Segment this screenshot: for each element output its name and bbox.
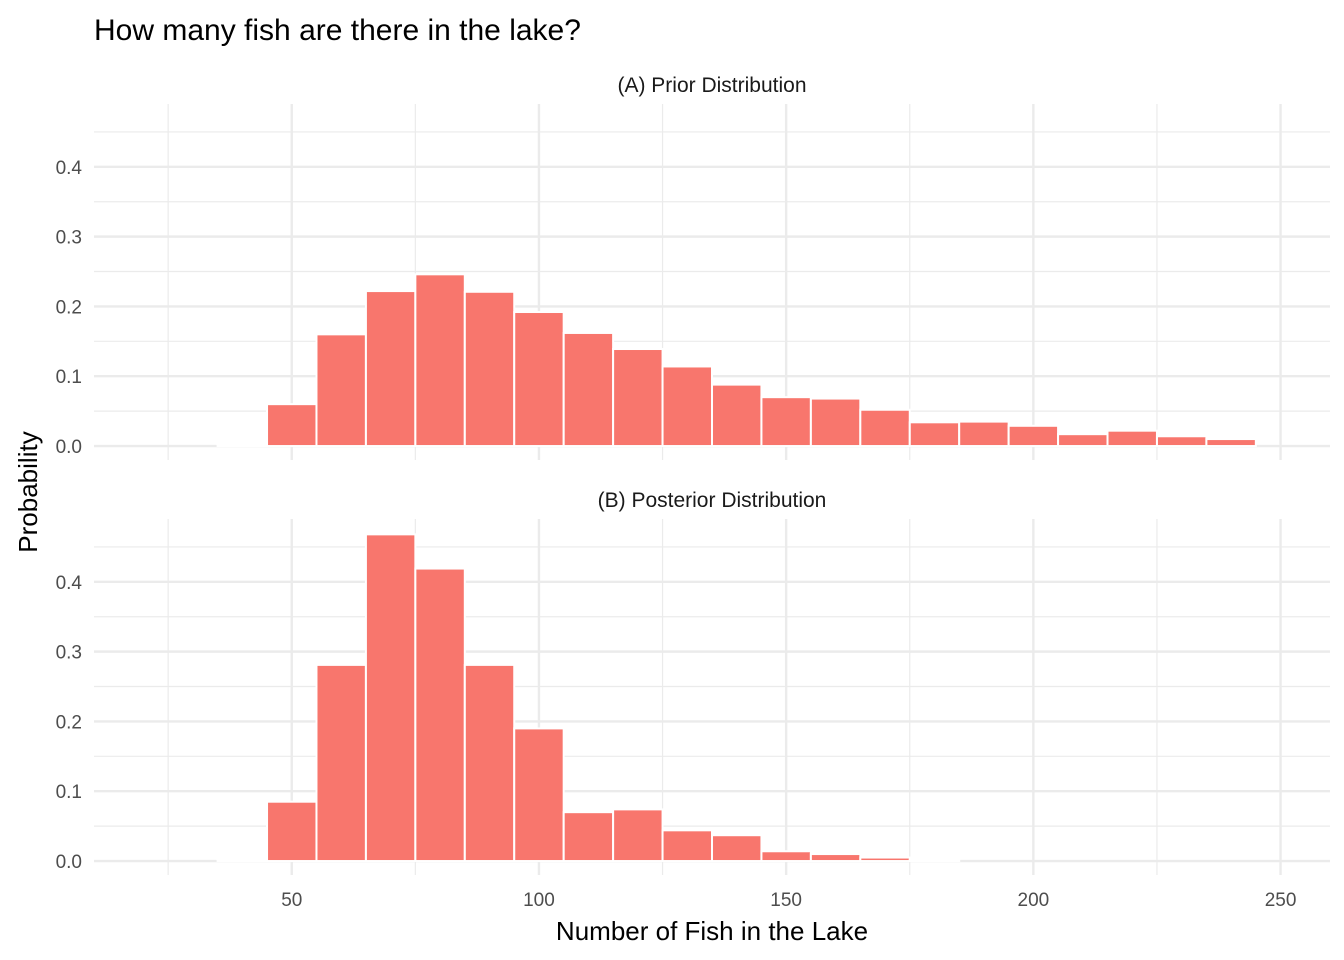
bar-prior-60 (315, 333, 367, 448)
bar-prior-200 (1007, 424, 1060, 448)
bar-prior-180 (908, 421, 961, 448)
y-tick-label-prior: 0.2 (56, 297, 82, 318)
panel-title-prior: (A) Prior Distribution (617, 74, 806, 97)
x-tick-label: 200 (1018, 890, 1050, 911)
y-tick-label-posterior: 0.0 (56, 852, 82, 873)
bar-posterior-160 (809, 853, 862, 863)
y-tick-label-posterior: 0.2 (56, 712, 82, 733)
bar-prior-230 (1155, 435, 1208, 448)
bar-posterior-50 (266, 800, 318, 863)
bar-prior-120 (612, 348, 664, 448)
bar-prior-100 (513, 311, 565, 448)
bar-posterior-130 (661, 829, 713, 863)
bars-posterior (216, 533, 961, 863)
y-tick-label-prior: 0.4 (56, 158, 83, 179)
bar-posterior-90 (463, 663, 516, 863)
bar-prior-110 (562, 331, 615, 448)
bar-posterior-60 (315, 663, 367, 863)
bar-posterior-80 (414, 567, 466, 863)
y-tick-labels-posterior: 0.0 0.1 0.2 0.3 0.4 (56, 573, 83, 873)
bars-prior (216, 273, 1257, 448)
y-tick-label-prior: 0.0 (56, 437, 82, 458)
bar-prior-80 (414, 273, 466, 448)
bar-posterior-180 (908, 859, 961, 863)
panel-prior: (A) Prior Distribution 0.0 0.1 0.2 0.3 0.4 (56, 74, 1330, 460)
x-axis-title: Number of Fish in the Lake (556, 916, 868, 946)
bar-prior-220 (1106, 429, 1158, 448)
bar-prior-40 (216, 443, 269, 448)
bar-posterior-170 (859, 856, 911, 863)
bar-posterior-140 (711, 834, 763, 863)
x-tick-label: 100 (523, 890, 555, 911)
y-tick-label-posterior: 0.1 (56, 782, 82, 803)
bar-prior-140 (711, 383, 763, 448)
bar-prior-240 (1205, 438, 1257, 448)
bar-posterior-120 (612, 808, 664, 863)
bar-prior-160 (809, 397, 862, 448)
chart-title: How many fish are there in the lake? (94, 14, 581, 47)
bar-prior-210 (1057, 433, 1109, 448)
x-tick-labels: 50 100 150 200 250 (281, 890, 1296, 911)
y-axis-title: Probability (13, 431, 43, 552)
bar-posterior-150 (760, 850, 812, 863)
bar-prior-190 (958, 420, 1010, 448)
y-tick-label-prior: 0.3 (56, 228, 82, 249)
bar-prior-150 (760, 396, 812, 448)
y-tick-labels-prior: 0.0 0.1 0.2 0.3 0.4 (56, 158, 83, 458)
bar-posterior-70 (364, 533, 417, 863)
x-tick-label: 150 (770, 890, 802, 911)
bar-posterior-110 (562, 811, 615, 863)
y-tick-label-prior: 0.1 (56, 367, 82, 388)
bar-prior-70 (364, 290, 417, 448)
bar-prior-130 (661, 365, 713, 448)
bar-posterior-100 (513, 727, 565, 863)
panel-title-posterior: (B) Posterior Distribution (598, 489, 827, 512)
y-tick-label-posterior: 0.4 (56, 573, 83, 594)
x-tick-label: 250 (1265, 890, 1297, 911)
bar-prior-50 (266, 403, 318, 448)
bar-prior-90 (463, 290, 516, 448)
bar-posterior-40 (216, 858, 269, 863)
y-tick-label-posterior: 0.3 (56, 643, 82, 664)
panel-posterior: (B) Posterior Distribution 0.00.10.20.30… (56, 489, 1330, 875)
bar-prior-170 (859, 408, 911, 448)
x-tick-label: 50 (281, 890, 302, 911)
